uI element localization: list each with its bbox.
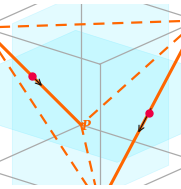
Polygon shape <box>0 30 181 162</box>
Text: P: P <box>81 120 90 133</box>
Polygon shape <box>12 0 169 189</box>
